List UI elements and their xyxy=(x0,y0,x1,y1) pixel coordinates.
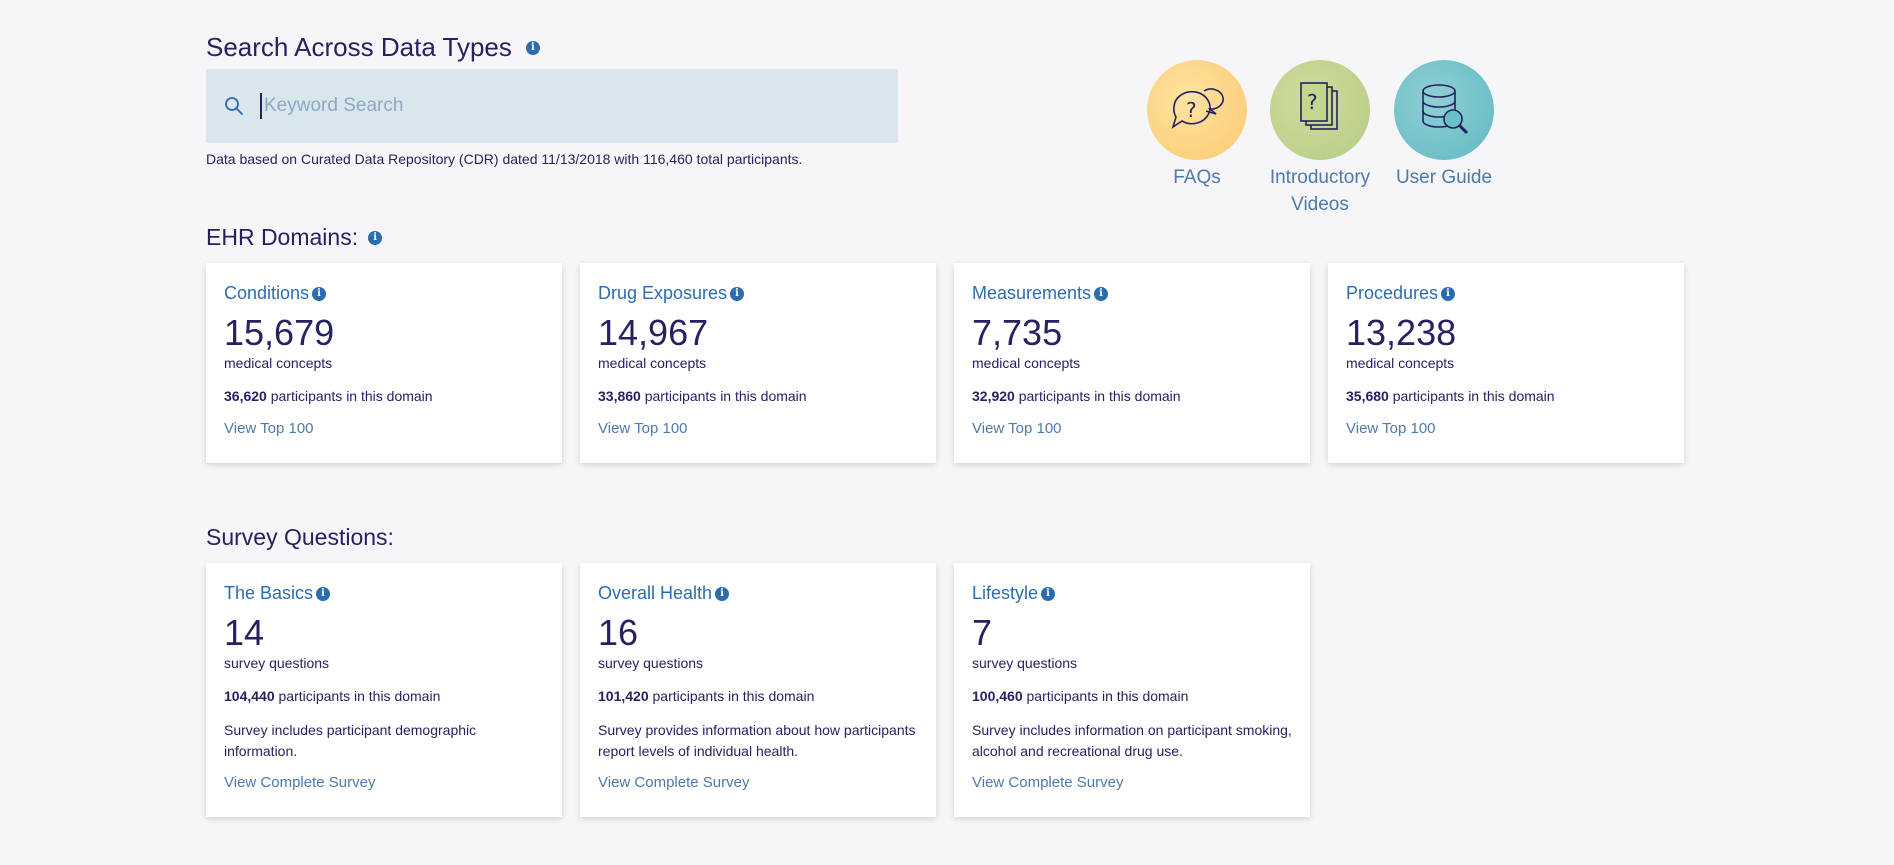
view-complete-survey-link[interactable]: View Complete Survey xyxy=(972,774,1124,791)
ehr-domains-title: EHR Domains: i xyxy=(206,224,383,251)
view-complete-survey-link[interactable]: View Complete Survey xyxy=(598,774,750,791)
survey-questions-title: Survey Questions: xyxy=(206,524,394,550)
user-guide-label: User Guide xyxy=(1395,167,1493,188)
survey-card-the-basics: The Basics i 14 survey questions 104,440 … xyxy=(206,563,562,817)
search-section-title: Search Across Data Types i xyxy=(206,32,540,63)
info-icon[interactable]: i xyxy=(316,586,331,601)
view-top-100-link[interactable]: View Top 100 xyxy=(224,420,314,437)
question-count: 14 xyxy=(224,612,265,653)
ehr-card-procedures: Procedures i 13,238 medical concepts 35,6… xyxy=(1328,263,1684,463)
view-top-100-link[interactable]: View Top 100 xyxy=(972,420,1062,437)
count-unit: medical concepts xyxy=(1346,355,1455,371)
card-title[interactable]: Lifestyle i xyxy=(972,583,1056,604)
participant-count: 32,920 participants in this domain xyxy=(972,388,1181,404)
concept-count: 7,735 xyxy=(972,312,1063,353)
faq-icon: ? xyxy=(1147,60,1247,160)
info-icon[interactable]: i xyxy=(312,286,327,301)
search-icon[interactable] xyxy=(222,94,246,118)
view-top-100-link[interactable]: View Top 100 xyxy=(1346,420,1436,437)
info-icon[interactable]: i xyxy=(1094,286,1109,301)
card-title[interactable]: Conditions i xyxy=(224,283,327,304)
introductory-videos-label: Introductory Videos xyxy=(1269,167,1371,215)
keyword-search-input[interactable] xyxy=(260,93,898,119)
participant-count: 101,420 participants in this domain xyxy=(598,688,815,704)
card-title[interactable]: The Basics i xyxy=(224,583,331,604)
concept-count: 14,967 xyxy=(598,312,709,353)
faqs-label: FAQs xyxy=(1173,167,1221,188)
view-complete-survey-link[interactable]: View Complete Survey xyxy=(224,774,376,791)
count-unit: survey questions xyxy=(224,655,330,671)
cdr-data-note: Data based on Curated Data Repository (C… xyxy=(206,151,803,167)
survey-description: Survey includes information on participa… xyxy=(972,722,1292,759)
svg-text:?: ? xyxy=(1186,98,1197,122)
count-unit: medical concepts xyxy=(972,355,1081,371)
survey-description: Survey provides information about how pa… xyxy=(598,722,916,759)
ehr-card-conditions: Conditions i 15,679 medical concepts 36,6… xyxy=(206,263,562,463)
ehr-card-drug-exposures: Drug Exposures i 14,967 medical concepts … xyxy=(580,263,936,463)
question-count: 7 xyxy=(972,612,993,653)
video-icon: ? xyxy=(1270,60,1370,160)
concept-count: 15,679 xyxy=(224,312,335,353)
view-top-100-link[interactable]: View Top 100 xyxy=(598,420,688,437)
participant-count: 100,460 participants in this domain xyxy=(972,688,1189,704)
question-count: 16 xyxy=(598,612,639,653)
card-title[interactable]: Measurements i xyxy=(972,283,1109,304)
faqs-link[interactable]: ? FAQs xyxy=(1146,60,1248,191)
search-bar xyxy=(206,69,898,143)
survey-description: Survey includes participant demographic … xyxy=(224,722,477,759)
concept-count: 13,238 xyxy=(1346,312,1457,353)
database-search-icon xyxy=(1394,60,1494,160)
count-unit: medical concepts xyxy=(598,355,707,371)
info-icon[interactable]: i xyxy=(1041,586,1056,601)
search-title-text: Search Across Data Types xyxy=(206,32,512,62)
participant-count: 104,440 participants in this domain xyxy=(224,688,441,704)
participant-count: 36,620 participants in this domain xyxy=(224,388,433,404)
count-unit: survey questions xyxy=(598,655,704,671)
info-icon[interactable]: i xyxy=(730,286,745,301)
participant-count: 35,680 participants in this domain xyxy=(1346,388,1555,404)
card-title[interactable]: Overall Health i xyxy=(598,583,730,604)
card-title[interactable]: Procedures i xyxy=(1346,283,1456,304)
info-icon[interactable]: i xyxy=(1441,286,1456,301)
introductory-videos-link[interactable]: ? Introductory Videos xyxy=(1269,60,1371,218)
info-icon[interactable]: i xyxy=(525,40,540,55)
svg-text:?: ? xyxy=(1307,90,1318,114)
count-unit: medical concepts xyxy=(224,355,333,371)
survey-card-lifestyle: Lifestyle i 7 survey questions 100,460 pa… xyxy=(954,563,1310,817)
card-title[interactable]: Drug Exposures i xyxy=(598,283,745,304)
ehr-card-measurements: Measurements i 7,735 medical concepts 32,… xyxy=(954,263,1310,463)
info-icon[interactable]: i xyxy=(715,586,730,601)
user-guide-link[interactable]: User Guide xyxy=(1393,60,1495,191)
count-unit: survey questions xyxy=(972,655,1078,671)
participant-count: 33,860 participants in this domain xyxy=(598,388,807,404)
survey-card-overall-health: Overall Health i 16 survey questions 101,… xyxy=(580,563,936,817)
info-icon[interactable]: i xyxy=(368,230,383,245)
